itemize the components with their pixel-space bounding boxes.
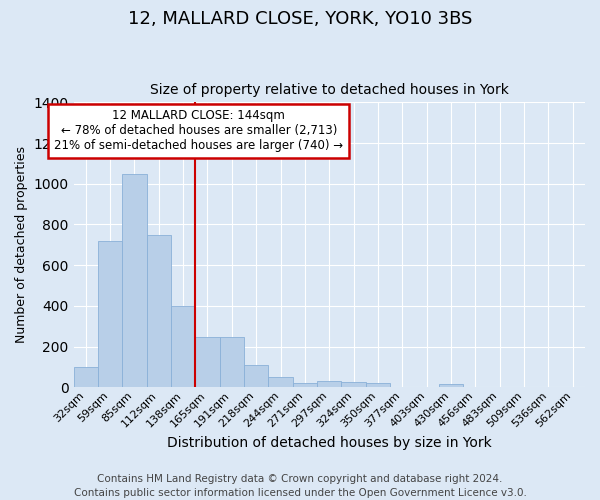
Text: Contains HM Land Registry data © Crown copyright and database right 2024.
Contai: Contains HM Land Registry data © Crown c… xyxy=(74,474,526,498)
Bar xyxy=(439,384,463,388)
Bar xyxy=(366,383,390,388)
Bar xyxy=(196,338,220,388)
Bar xyxy=(244,365,268,388)
X-axis label: Distribution of detached houses by size in York: Distribution of detached houses by size … xyxy=(167,436,491,450)
Bar xyxy=(317,381,341,388)
Y-axis label: Number of detached properties: Number of detached properties xyxy=(15,146,28,344)
Bar xyxy=(122,174,146,388)
Bar xyxy=(146,234,171,388)
Bar xyxy=(171,306,196,388)
Bar xyxy=(293,383,317,388)
Bar xyxy=(74,367,98,388)
Bar xyxy=(98,240,122,388)
Text: 12 MALLARD CLOSE: 144sqm
← 78% of detached houses are smaller (2,713)
21% of sem: 12 MALLARD CLOSE: 144sqm ← 78% of detach… xyxy=(54,110,343,152)
Text: 12, MALLARD CLOSE, YORK, YO10 3BS: 12, MALLARD CLOSE, YORK, YO10 3BS xyxy=(128,10,472,28)
Bar xyxy=(268,377,293,388)
Bar xyxy=(341,382,366,388)
Bar xyxy=(220,338,244,388)
Title: Size of property relative to detached houses in York: Size of property relative to detached ho… xyxy=(150,83,509,97)
